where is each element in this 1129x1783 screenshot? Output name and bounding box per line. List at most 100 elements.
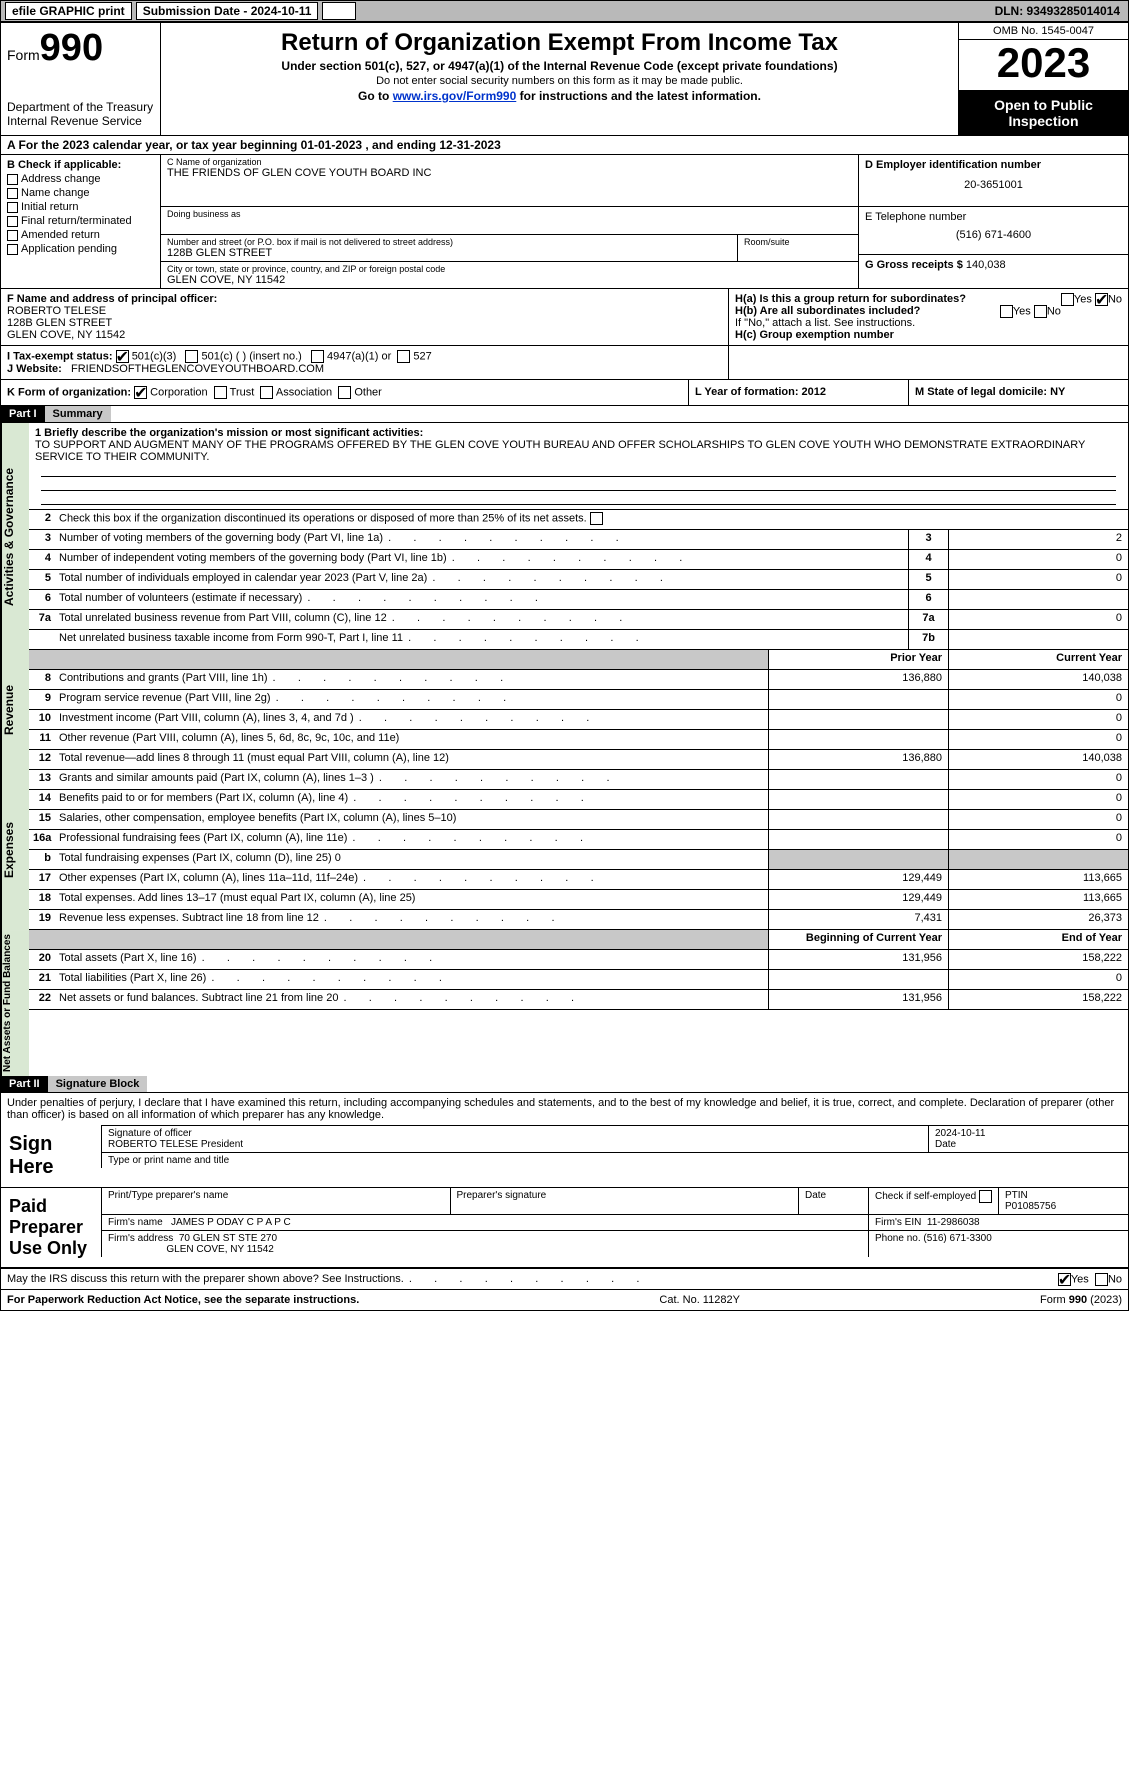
- hdr-begin: Beginning of Current Year: [768, 930, 948, 949]
- irs-link[interactable]: www.irs.gov/Form990: [393, 89, 517, 103]
- chk-527[interactable]: [397, 350, 410, 363]
- phone-value: (516) 671-4600: [865, 229, 1122, 241]
- year-formation: L Year of formation: 2012: [688, 380, 908, 405]
- irs-label: Internal Revenue Service: [7, 114, 154, 128]
- type-name-label: Type or print name and title: [101, 1153, 1128, 1168]
- header: Form990 Department of the Treasury Inter…: [1, 23, 1128, 136]
- sign-here-label: Sign Here: [1, 1125, 101, 1187]
- chk-application-pending[interactable]: [7, 244, 18, 255]
- line6: Total number of volunteers (estimate if …: [55, 590, 908, 609]
- chk-4947[interactable]: [311, 350, 324, 363]
- hdr-curr: Current Year: [948, 650, 1128, 669]
- chk-trust[interactable]: [214, 386, 227, 399]
- part2-header: Part IISignature Block: [1, 1076, 1128, 1093]
- h-a: H(a) Is this a group return for subordin…: [735, 293, 1122, 305]
- sig-officer-label: Signature of officer: [108, 1128, 922, 1139]
- cat-no: Cat. No. 11282Y: [659, 1294, 740, 1306]
- subtitle-1: Under section 501(c), 527, or 4947(a)(1)…: [169, 59, 950, 73]
- line11: Other revenue (Part VIII, column (A), li…: [55, 730, 768, 749]
- sig-date-label: Date: [935, 1139, 1122, 1150]
- chk-address-change[interactable]: [7, 174, 18, 185]
- hdr-end: End of Year: [948, 930, 1128, 949]
- gross-receipts-label: G Gross receipts $: [865, 259, 963, 271]
- vlabel-governance: Activities & Governance: [1, 423, 29, 650]
- chk-self-employed[interactable]: [979, 1190, 992, 1203]
- org-name-label: C Name of organization: [167, 157, 852, 167]
- omb-number: OMB No. 1545-0047: [959, 23, 1128, 40]
- city-value: GLEN COVE, NY 11542: [167, 274, 852, 286]
- discuss-no[interactable]: [1095, 1273, 1108, 1286]
- part1-header: Part ISummary: [1, 406, 1128, 423]
- line13: Grants and similar amounts paid (Part IX…: [55, 770, 768, 789]
- hb-yes[interactable]: [1000, 305, 1013, 318]
- officer-addr2: GLEN COVE, NY 11542: [7, 329, 722, 341]
- ein-value: 20-3651001: [865, 179, 1122, 191]
- dept-treasury: Department of the Treasury: [7, 100, 154, 114]
- vlabel-revenue: Revenue: [1, 650, 29, 770]
- line7a-val: 0: [948, 610, 1128, 629]
- ha-yes[interactable]: [1061, 293, 1074, 306]
- declaration: Under penalties of perjury, I declare th…: [1, 1093, 1128, 1125]
- street-value: 128B GLEN STREET: [167, 247, 731, 259]
- line5: Total number of individuals employed in …: [55, 570, 908, 589]
- ein-label: D Employer identification number: [865, 159, 1122, 171]
- sig-date-val: 2024-10-11: [935, 1128, 1122, 1139]
- h-b: H(b) Are all subordinates included? Yes …: [735, 305, 1122, 317]
- ptin-value: P01085756: [1005, 1201, 1056, 1212]
- line5-val: 0: [948, 570, 1128, 589]
- efile-print-button[interactable]: efile GRAPHIC print: [5, 2, 132, 20]
- officer-name: ROBERTO TELESE: [7, 305, 722, 317]
- website-value: FRIENDSOFTHEGLENCOVEYOUTHBOARD.COM: [71, 363, 324, 375]
- line1-value: TO SUPPORT AND AUGMENT MANY OF THE PROGR…: [35, 439, 1122, 463]
- form-page: Form990 Department of the Treasury Inter…: [0, 22, 1129, 1311]
- line21: Total liabilities (Part X, line 26): [55, 970, 768, 989]
- room-label: Room/suite: [744, 237, 852, 247]
- line9: Program service revenue (Part VIII, line…: [55, 690, 768, 709]
- subtitle-2: Do not enter social security numbers on …: [169, 75, 950, 87]
- gross-receipts-value: 140,038: [966, 259, 1006, 271]
- line7b: Net unrelated business taxable income fr…: [55, 630, 908, 649]
- line7b-val: [948, 630, 1128, 649]
- pra-notice: For Paperwork Reduction Act Notice, see …: [7, 1294, 359, 1306]
- phone-label: E Telephone number: [865, 211, 1122, 223]
- line18: Total expenses. Add lines 13–17 (must eq…: [55, 890, 768, 909]
- submission-date-button[interactable]: Submission Date - 2024-10-11: [136, 2, 319, 20]
- city-label: City or town, state or province, country…: [167, 264, 852, 274]
- chk-other[interactable]: [338, 386, 351, 399]
- chk-association[interactable]: [260, 386, 273, 399]
- chk-501c[interactable]: [185, 350, 198, 363]
- chk-initial-return[interactable]: [7, 202, 18, 213]
- footer: For Paperwork Reduction Act Notice, see …: [1, 1289, 1128, 1310]
- line17: Other expenses (Part IX, column (A), lin…: [55, 870, 768, 889]
- h-b-note: If "No," attach a list. See instructions…: [735, 317, 1122, 329]
- line20: Total assets (Part X, line 16): [55, 950, 768, 969]
- paid-preparer-label: Paid Preparer Use Only: [1, 1188, 101, 1267]
- street-label: Number and street (or P.O. box if mail i…: [167, 237, 731, 247]
- line14: Benefits paid to or for members (Part IX…: [55, 790, 768, 809]
- line16a: Professional fundraising fees (Part IX, …: [55, 830, 768, 849]
- chk-corporation[interactable]: [134, 386, 147, 399]
- line6-val: [948, 590, 1128, 609]
- chk-amended-return[interactable]: [7, 230, 18, 241]
- firm-ein: 11-2986038: [927, 1217, 980, 1228]
- line8: Contributions and grants (Part VIII, lin…: [55, 670, 768, 689]
- hb-no[interactable]: [1034, 305, 1047, 318]
- open-public-badge: Open to Public Inspection: [959, 91, 1128, 135]
- chk-501c3[interactable]: [116, 350, 129, 363]
- line12: Total revenue—add lines 8 through 11 (mu…: [55, 750, 768, 769]
- discuss-yes[interactable]: [1058, 1273, 1071, 1286]
- line4-val: 0: [948, 550, 1128, 569]
- state-domicile: M State of legal domicile: NY: [908, 380, 1128, 405]
- firm-name: JAMES P ODAY C P A P C: [171, 1217, 291, 1228]
- dba-label: Doing business as: [167, 209, 852, 219]
- line2-chk[interactable]: [590, 512, 603, 525]
- h-c: H(c) Group exemption number: [735, 329, 1122, 341]
- ha-no[interactable]: [1095, 293, 1108, 306]
- chk-name-change[interactable]: [7, 188, 18, 199]
- form-footer: Form 990 (2023): [1040, 1294, 1122, 1306]
- officer-addr1: 128B GLEN STREET: [7, 317, 722, 329]
- chk-final-return[interactable]: [7, 216, 18, 227]
- blank-button[interactable]: [322, 2, 356, 20]
- vlabel-net-assets: Net Assets or Fund Balances: [1, 930, 29, 1076]
- topbar: efile GRAPHIC print Submission Date - 20…: [0, 0, 1129, 22]
